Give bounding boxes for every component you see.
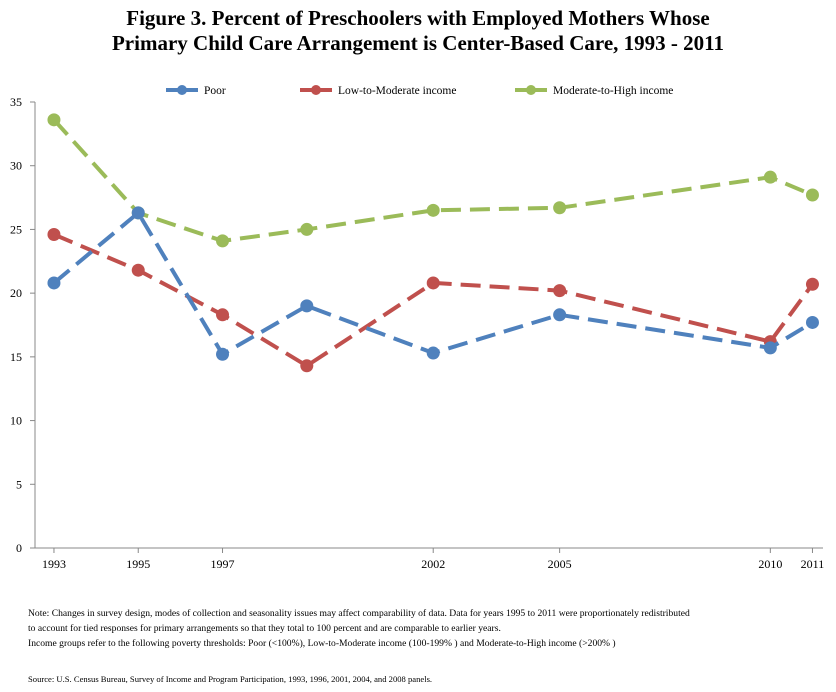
note-line-2: to account for tied responses for primar…	[28, 623, 501, 634]
data-point	[47, 113, 61, 127]
data-point	[300, 222, 314, 236]
series-moderate-to-high-income	[47, 113, 819, 248]
data-point	[216, 347, 230, 361]
data-point	[426, 346, 440, 360]
series-line	[52, 118, 814, 243]
data-point	[131, 206, 145, 220]
x-tick-label: 1997	[211, 557, 235, 571]
legend-item: Low-to-Moderate income	[300, 85, 456, 97]
legend-swatch-marker	[526, 85, 536, 95]
legend-label: Low-to-Moderate income	[338, 85, 456, 97]
y-tick-label: 25	[10, 222, 22, 236]
chart-notes: Note: Changes in survey design, modes of…	[28, 606, 828, 651]
y-tick-label: 20	[10, 286, 22, 300]
line-chart: Poor Low-to-Moderate income Moderate-to-Hi…	[10, 85, 824, 571]
data-point	[805, 188, 819, 202]
data-point	[47, 228, 61, 242]
x-tick-label: 2011	[801, 557, 825, 571]
series-poor	[47, 206, 819, 361]
title-line-2: Primary Child Care Arrangement is Center…	[111, 31, 724, 55]
chart-title: Figure 3. Percent of Preschoolers with E…	[0, 6, 836, 56]
y-tick-label: 5	[16, 477, 22, 491]
legend-label: Poor	[204, 85, 226, 97]
legend: Poor Low-to-Moderate income Moderate-to-Hi…	[166, 85, 673, 97]
data-point	[300, 359, 314, 373]
note-line-3: Income groups refer to the following pov…	[28, 638, 616, 649]
legend-label: Moderate-to-High income	[553, 85, 673, 97]
legend-swatch-marker	[177, 85, 187, 95]
data-point	[300, 299, 314, 313]
x-tick-label: 1993	[42, 557, 66, 571]
data-point	[763, 170, 777, 184]
data-point	[47, 276, 61, 290]
data-point	[553, 201, 567, 215]
data-point	[426, 276, 440, 290]
y-tick-label: 10	[10, 414, 22, 428]
x-tick-label: 2010	[758, 557, 782, 571]
series-line	[53, 232, 815, 368]
axes: 0 5 10 15 20 25 30 35 1993 1995 1997 2002 2005 2010 20…	[10, 95, 824, 571]
data-point	[216, 234, 230, 248]
y-tick-label: 35	[10, 95, 22, 109]
legend-item: Moderate-to-High income	[515, 85, 673, 97]
data-point	[805, 315, 819, 329]
x-tick-label: 2005	[548, 557, 572, 571]
title-line-1: Figure 3. Percent of Preschoolers with E…	[126, 6, 710, 30]
data-point	[553, 284, 567, 298]
data-point	[553, 308, 567, 322]
legend-item: Poor	[166, 85, 226, 97]
x-tick-label: 2002	[421, 557, 445, 571]
y-tick-label: 30	[10, 159, 22, 173]
y-tick-label: 0	[16, 541, 22, 555]
data-point	[216, 308, 230, 322]
series-layer	[47, 113, 819, 373]
x-tick-label: 1995	[126, 557, 150, 571]
y-tick-label: 15	[10, 350, 22, 364]
data-point	[426, 203, 440, 217]
note-line-1: Note: Changes in survey design, modes of…	[28, 608, 690, 619]
data-point	[131, 263, 145, 277]
source-note: Source: U.S. Census Bureau, Survey of In…	[28, 674, 433, 684]
series-line	[52, 210, 814, 357]
legend-swatch-marker	[311, 85, 321, 95]
data-point	[805, 277, 819, 291]
data-point	[763, 341, 777, 355]
